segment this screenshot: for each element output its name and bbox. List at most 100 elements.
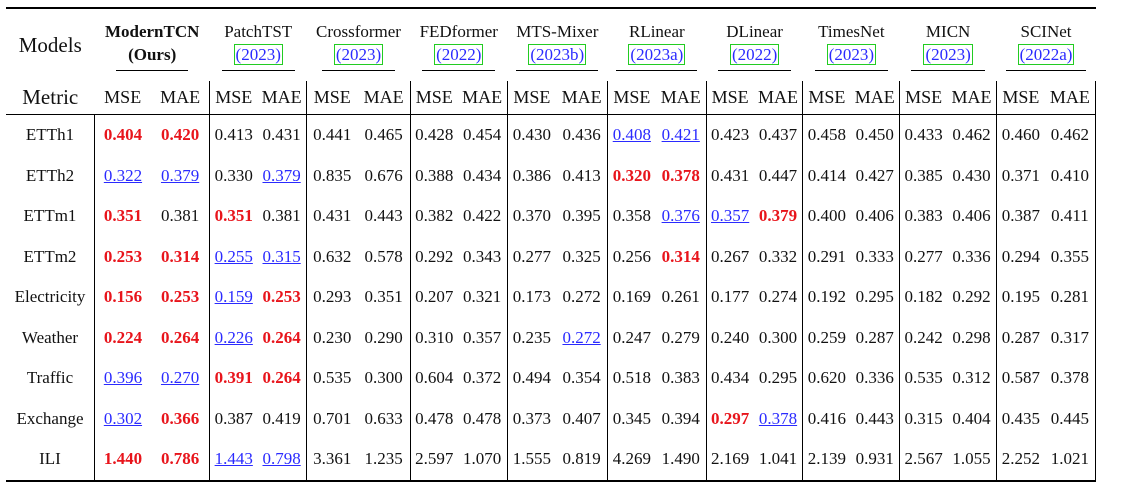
value-cell: 0.192 bbox=[802, 277, 851, 318]
value: 0.460 bbox=[1001, 125, 1041, 145]
value: 0.358 bbox=[612, 206, 651, 226]
value: 0.336 bbox=[952, 246, 991, 266]
value: 0.300 bbox=[364, 368, 403, 388]
value-cell: 0.535 bbox=[899, 358, 948, 399]
data-row: ETTm1 0.351 0.381 0.351 0.381 0.431 0.443 0.382… bbox=[6, 196, 1096, 237]
header-cell: Models bbox=[6, 7, 95, 81]
value-cell: 0.332 bbox=[754, 237, 803, 278]
value: 0.395 bbox=[562, 206, 601, 226]
value: 0.242 bbox=[904, 327, 943, 347]
model-cite-group: (2022a) bbox=[1005, 43, 1087, 71]
value-cell: 0.391 bbox=[209, 358, 258, 399]
value-cell: 0.437 bbox=[754, 115, 803, 156]
model-header: FEDformer (2022) bbox=[410, 7, 508, 81]
model-name: PatchTST bbox=[224, 21, 293, 41]
metric-header: MSE bbox=[306, 81, 358, 115]
value: 0.300 bbox=[758, 327, 798, 347]
value-cell: 0.786 bbox=[150, 439, 210, 482]
value-cell: 0.159 bbox=[209, 277, 258, 318]
value: 2.597 bbox=[415, 449, 454, 469]
dataset-name: Weather bbox=[21, 327, 79, 347]
value: 0.478 bbox=[415, 408, 454, 428]
value: 0.295 bbox=[855, 287, 894, 307]
value: 0.169 bbox=[612, 287, 651, 307]
value-cell: 0.436 bbox=[556, 115, 607, 156]
value-cell: 0.535 bbox=[306, 358, 358, 399]
value-cell: 1.055 bbox=[947, 439, 997, 482]
value-cell: 0.434 bbox=[705, 358, 754, 399]
value-cell: 0.423 bbox=[705, 114, 754, 156]
value: 0.931 bbox=[855, 449, 894, 469]
model-name: Crossformer bbox=[315, 21, 401, 41]
value: 0.383 bbox=[661, 368, 700, 388]
value: 0.315 bbox=[262, 246, 301, 266]
value-cell: 0.354 bbox=[556, 358, 607, 399]
value: 0.351 bbox=[364, 287, 403, 307]
value-cell: 0.295 bbox=[754, 358, 803, 399]
value-cell: 0.386 bbox=[506, 155, 557, 196]
value: 0.436 bbox=[562, 125, 601, 145]
metric-header: MAE bbox=[850, 81, 900, 115]
value: 0.332 bbox=[758, 246, 798, 266]
value: 0.633 bbox=[364, 408, 403, 428]
value-cell: 0.835 bbox=[306, 155, 358, 196]
metric-header: MAE bbox=[457, 81, 508, 115]
model-cite-group: (2022) bbox=[422, 43, 496, 71]
value: 0.351 bbox=[214, 206, 253, 226]
value-cell: 0.247 bbox=[606, 317, 656, 358]
metric-header: MSE bbox=[802, 81, 851, 115]
results-table: Models ModernTCN (Ours) PatchTST (2023) Cross… bbox=[6, 7, 1096, 482]
value-cell: 0.387 bbox=[996, 196, 1045, 237]
value: 0.462 bbox=[952, 125, 991, 145]
value: 0.819 bbox=[562, 449, 601, 469]
value-cell: 0.434 bbox=[458, 156, 507, 197]
value-cell: 0.357 bbox=[458, 318, 507, 359]
value-cell: 2.597 bbox=[409, 439, 458, 482]
value-cell: 0.287 bbox=[850, 318, 899, 359]
value: 0.259 bbox=[807, 327, 847, 347]
value-cell: 0.333 bbox=[850, 237, 899, 278]
model-header: MICN (2023) bbox=[899, 7, 997, 81]
value: 0.381 bbox=[160, 206, 200, 226]
value: 0.321 bbox=[463, 287, 502, 307]
model-header: Crossformer (2023) bbox=[306, 7, 411, 81]
value: 0.371 bbox=[1001, 165, 1041, 185]
value: 0.411 bbox=[1051, 206, 1089, 226]
value-cell: 0.351 bbox=[93, 196, 151, 237]
metric-header: MSE bbox=[996, 81, 1045, 115]
value: 0.333 bbox=[855, 246, 894, 266]
value-cell: 0.230 bbox=[306, 317, 358, 358]
model-citation: (2022a) bbox=[1017, 43, 1075, 65]
value: 0.427 bbox=[855, 165, 894, 185]
value: 0.386 bbox=[512, 165, 552, 185]
value-cell: 0.281 bbox=[1044, 277, 1096, 318]
value-cell: 0.454 bbox=[458, 115, 507, 156]
value: 0.310 bbox=[415, 327, 454, 347]
value-cell: 0.336 bbox=[947, 237, 996, 278]
model-name: FEDformer bbox=[419, 21, 498, 41]
value-cell: 1.235 bbox=[357, 439, 411, 482]
value: 2.139 bbox=[807, 449, 847, 469]
data-row: Traffic 0.396 0.270 0.391 0.264 0.535 0.300 0.6… bbox=[6, 358, 1096, 399]
value-cell: 0.819 bbox=[556, 439, 608, 482]
metric-row: Metric MSE MAE MSE MAE MSE MAE MSE MAE MSE MAE MSE M… bbox=[6, 81, 1096, 115]
value-cell: 2.252 bbox=[996, 439, 1045, 482]
model-citation: (2022) bbox=[729, 43, 780, 65]
metric-header: MAE bbox=[257, 81, 307, 115]
value: 0.256 bbox=[612, 246, 651, 266]
value: 0.159 bbox=[214, 287, 253, 307]
model-header: PatchTST (2023) bbox=[209, 7, 307, 81]
value-cell: 0.207 bbox=[409, 277, 458, 318]
value-cell: 2.139 bbox=[802, 439, 851, 482]
value-cell: 0.264 bbox=[257, 318, 306, 359]
value: 0.835 bbox=[313, 165, 352, 185]
value: 0.465 bbox=[364, 125, 403, 145]
value: 0.253 bbox=[103, 246, 143, 266]
value-cell: 0.259 bbox=[802, 317, 851, 358]
value: 0.302 bbox=[103, 408, 143, 428]
value-cell: 0.357 bbox=[705, 196, 754, 237]
value-cell: 0.413 bbox=[556, 156, 607, 197]
value: 0.279 bbox=[661, 327, 700, 347]
value-cell: 0.406 bbox=[947, 196, 996, 237]
value: 0.376 bbox=[661, 206, 700, 226]
